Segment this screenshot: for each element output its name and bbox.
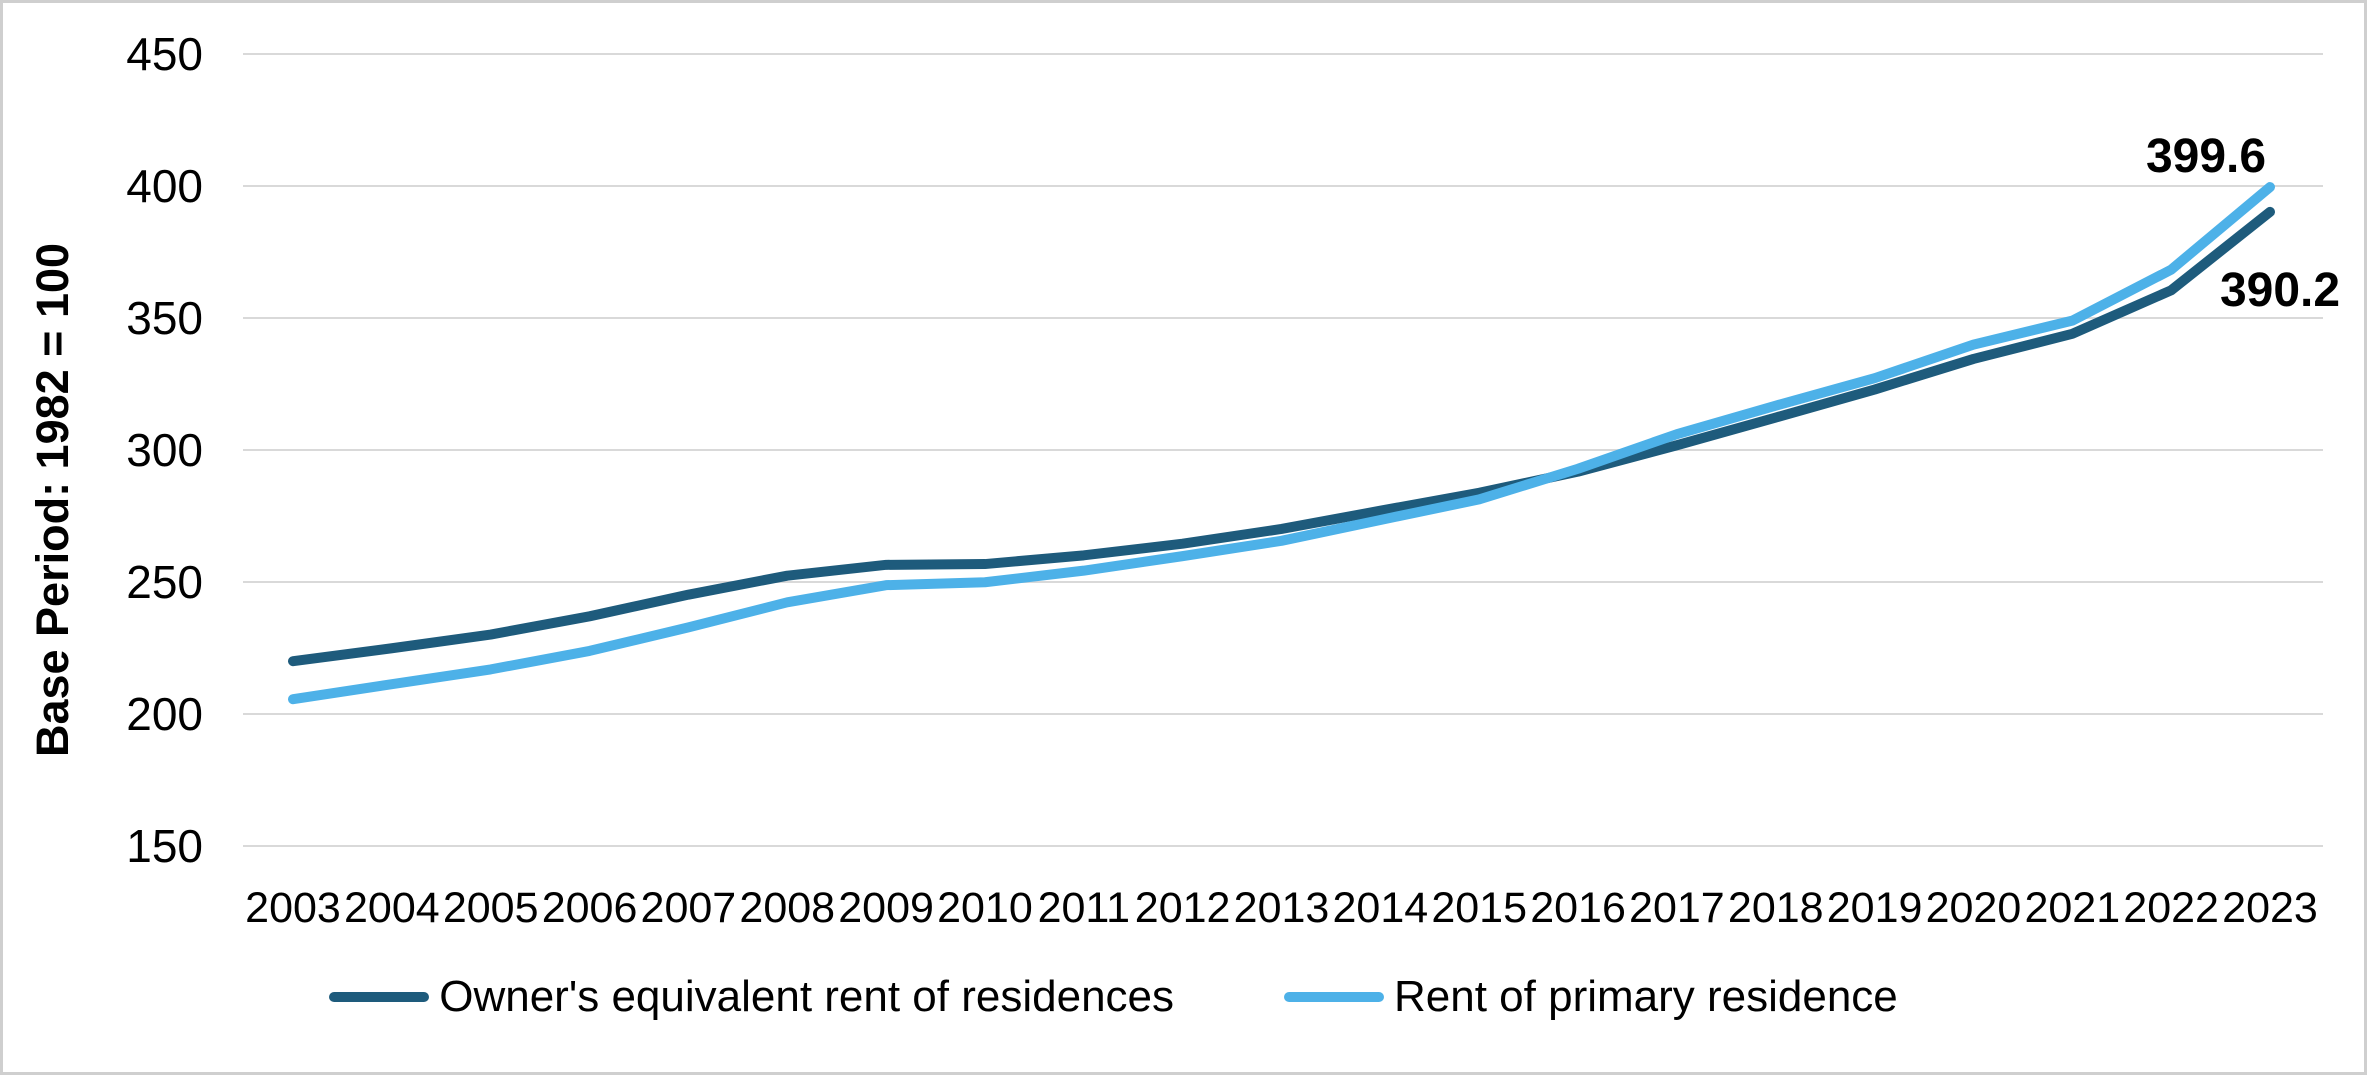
x-tick-label: 2011 xyxy=(1037,884,1131,932)
y-tick-label: 150 xyxy=(126,820,203,872)
x-tick-label: 2017 xyxy=(1629,884,1725,932)
x-tick-label: 2019 xyxy=(1826,884,1923,932)
legend-item-rent-of-primary-residence: Rent of primary residence xyxy=(1284,971,1898,1023)
x-tick-label: 2003 xyxy=(245,884,341,932)
y-tick-label: 350 xyxy=(126,292,203,344)
x-tick-label: 2018 xyxy=(1727,884,1824,932)
x-tick-label: 2006 xyxy=(541,884,638,932)
x-tick-label: 2022 xyxy=(2123,884,2219,932)
x-tick-label: 2023 xyxy=(2222,884,2318,932)
x-tick-label: 2021 xyxy=(2024,884,2121,932)
x-tick-label: 2010 xyxy=(937,884,1033,932)
series-line-1 xyxy=(288,182,2275,705)
x-tick-label: 2020 xyxy=(1925,884,2022,932)
legend: Owner's equivalent rent of residences Re… xyxy=(3,971,2294,1023)
x-tick-label: 2013 xyxy=(1233,884,1330,932)
legend-swatch-owners-equivalent-rent-icon xyxy=(329,992,430,1002)
x-tick-label: 2009 xyxy=(838,884,934,932)
data-label-owners-equivalent-rent: 390.2 xyxy=(2219,264,2341,317)
legend-label-rent-of-primary-residence: Rent of primary residence xyxy=(1394,972,1898,1021)
x-tick-label: 2004 xyxy=(344,884,440,932)
x-tick-label: 2005 xyxy=(442,884,539,932)
plot-area xyxy=(243,53,2323,847)
legend-item-owners-equivalent-rent: Owner's equivalent rent of residences xyxy=(329,971,1174,1023)
y-tick-label: 250 xyxy=(126,556,203,608)
y-tick-label: 450 xyxy=(126,28,203,80)
x-tick-label: 2015 xyxy=(1431,884,1528,932)
y-tick-label: 200 xyxy=(126,688,203,740)
y-tick-label: 300 xyxy=(126,424,203,476)
x-tick-label: 2012 xyxy=(1134,884,1231,932)
x-tick-label: 2007 xyxy=(640,884,737,932)
series-line-0 xyxy=(288,206,2275,667)
data-label-rent-of-primary-residence: 399.6 xyxy=(2145,130,2267,183)
legend-label-owners-equivalent-rent: Owner's equivalent rent of residences xyxy=(439,972,1175,1021)
x-tick-label: 2008 xyxy=(739,884,836,932)
y-tick-label: 400 xyxy=(126,160,203,212)
x-tick-label: 2014 xyxy=(1332,884,1429,932)
x-tick-label: 2016 xyxy=(1530,884,1626,932)
legend-swatch-rent-of-primary-residence-icon xyxy=(1284,992,1385,1002)
